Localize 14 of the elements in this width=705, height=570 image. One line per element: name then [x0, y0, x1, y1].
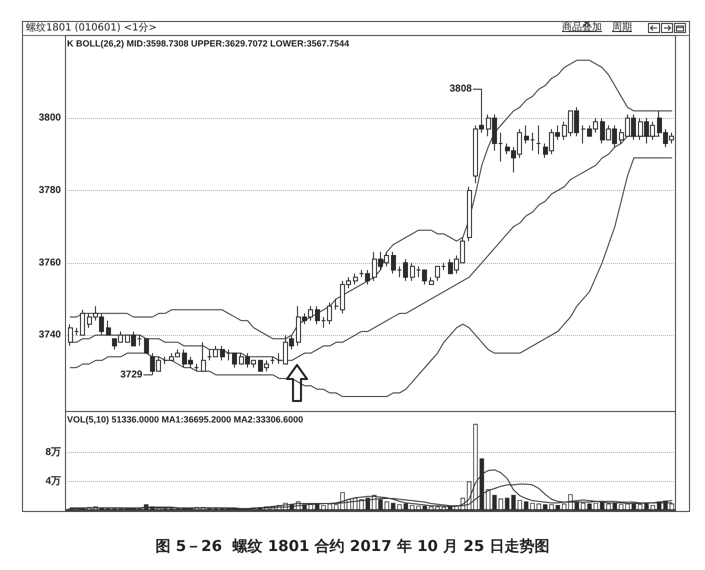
- y-tick-label: 3780: [38, 184, 62, 196]
- y-tick-label: 8万: [45, 447, 61, 458]
- annotation: 3729: [120, 369, 143, 380]
- y-tick-label: 4万: [45, 476, 61, 487]
- y-tick-label: 3740: [38, 330, 62, 341]
- annotation: 3808: [450, 84, 472, 95]
- chart-subtitle: K BOLL(26,2) MID:3598.7308 UPPER:3629.7072 LOWER:3567.7544: [67, 38, 350, 48]
- text: 周期: [612, 22, 632, 34]
- text: VOL(5,10) 51336.0000 MA1:36695.2000 MA2:33306.6000: [67, 414, 304, 424]
- y-tick-label: 3760: [38, 257, 62, 268]
- caption: 图 5－26 螺纹 1801 合约 2017 年 10 月 25 日走势图: [154, 537, 550, 556]
- y-tick-label: 3800: [38, 112, 62, 124]
- text: 商品叠加: [562, 22, 602, 34]
- chart-title: 螺纹1801 (010601) <1分>: [26, 22, 157, 34]
